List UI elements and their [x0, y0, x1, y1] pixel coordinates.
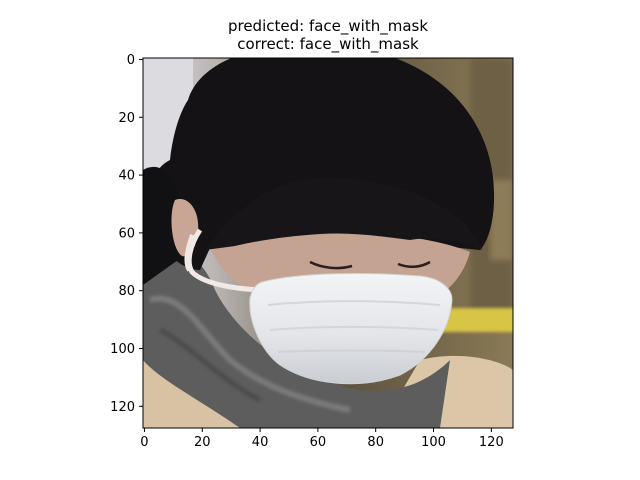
- x-tick-label: 20: [194, 435, 211, 450]
- x-tick-label: 120: [479, 435, 504, 450]
- y-tick-label: 40: [118, 169, 135, 184]
- y-tick-label: 0: [127, 53, 135, 68]
- y-tick-label: 80: [118, 284, 135, 299]
- y-tick-label: 20: [118, 111, 135, 126]
- chart-title-line-2: correct: face_with_mask: [237, 35, 419, 54]
- x-tick-label: 60: [310, 435, 327, 450]
- y-tick-label: 60: [118, 226, 135, 241]
- x-tick-label: 80: [367, 435, 384, 450]
- axes-frame: [142, 57, 514, 429]
- chart-title-line-1: predicted: face_with_mask: [228, 17, 428, 36]
- y-tick-label: 100: [110, 342, 135, 357]
- face-image: [143, 58, 513, 428]
- x-axis-ticks: 0 20 40 60 80 100 120: [140, 428, 504, 450]
- x-tick-label: 40: [252, 435, 269, 450]
- x-tick-label: 0: [140, 435, 148, 450]
- y-axis-ticks: 0 20 40 60 80 100 120: [110, 53, 143, 415]
- x-tick-label: 100: [421, 435, 446, 450]
- y-tick-label: 120: [110, 400, 135, 415]
